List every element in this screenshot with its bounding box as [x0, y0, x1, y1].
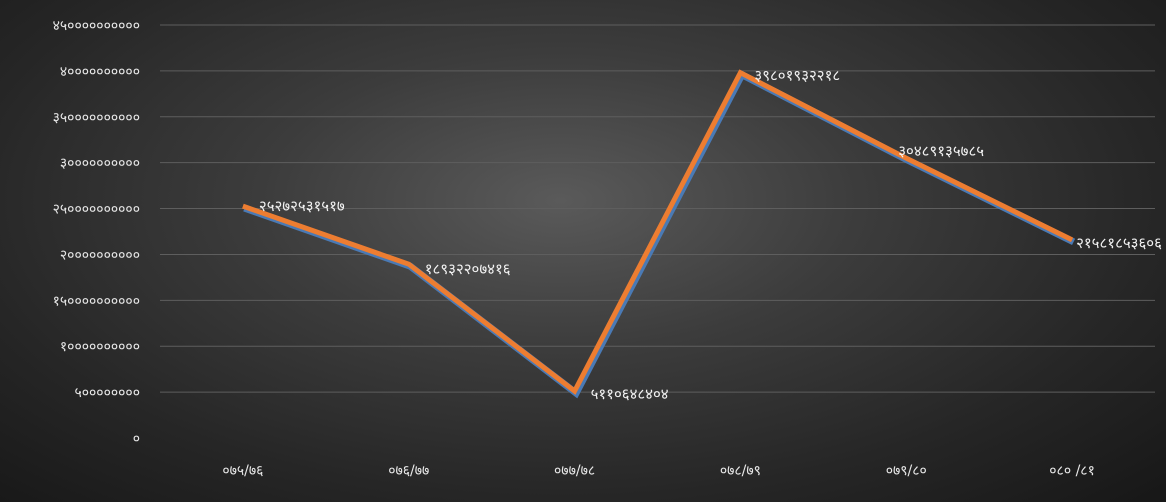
x-tick-label: ०८० /८१	[1049, 463, 1095, 479]
y-tick-label: ५००००००००	[74, 385, 140, 401]
data-labels: २५२७२५३१५१७ १८९३२२०७४१६ ५११०६४८४०४ ३९८०१९३२…	[259, 67, 1162, 403]
y-tick-label: १००००००००००	[60, 339, 140, 355]
y-tick-label: ४००००००००००	[60, 64, 140, 80]
y-tick-label: ०	[133, 431, 140, 447]
x-axis-ticks: ०७५/७६ ०७६/७७ ०७७/७८ ०७८/७९ ०७९/८० ०८० /८१	[222, 463, 1095, 479]
data-label: ३९८०१९३२२१८	[754, 67, 840, 85]
y-tick-label: ३००००००००००	[60, 156, 140, 172]
data-label: २५२७२५३१५१७	[259, 197, 345, 215]
x-tick-label: ०७७/७८	[554, 463, 595, 479]
y-axis-ticks: ० ५०००००००० १०००००००००० १५०००००००००० २००००००…	[53, 18, 140, 447]
x-tick-label: ०७५/७६	[222, 463, 263, 479]
y-tick-label: २५००००००००००	[53, 202, 140, 218]
x-tick-label: ०७६/७७	[388, 463, 429, 479]
y-tick-label: १५००००००००००	[53, 293, 140, 309]
x-tick-label: ०७८/७९	[720, 463, 761, 479]
data-label: २१५८१८५३६०६	[1076, 234, 1162, 252]
y-tick-label: २००००००००००	[60, 247, 140, 263]
y-tick-label: ४५००००००००००	[53, 18, 140, 34]
data-label: १८९३२२०७४१६	[425, 260, 511, 278]
series-line	[242, 69, 1074, 395]
data-label: ५११०६४८४०४	[591, 385, 669, 403]
y-tick-label: ३५००००००००००	[53, 110, 140, 126]
gridlines	[160, 24, 1155, 393]
data-label: ३०४८९१३५७८५	[898, 142, 984, 160]
series-lines	[242, 69, 1076, 399]
x-tick-label: ०७९/८०	[886, 463, 927, 479]
